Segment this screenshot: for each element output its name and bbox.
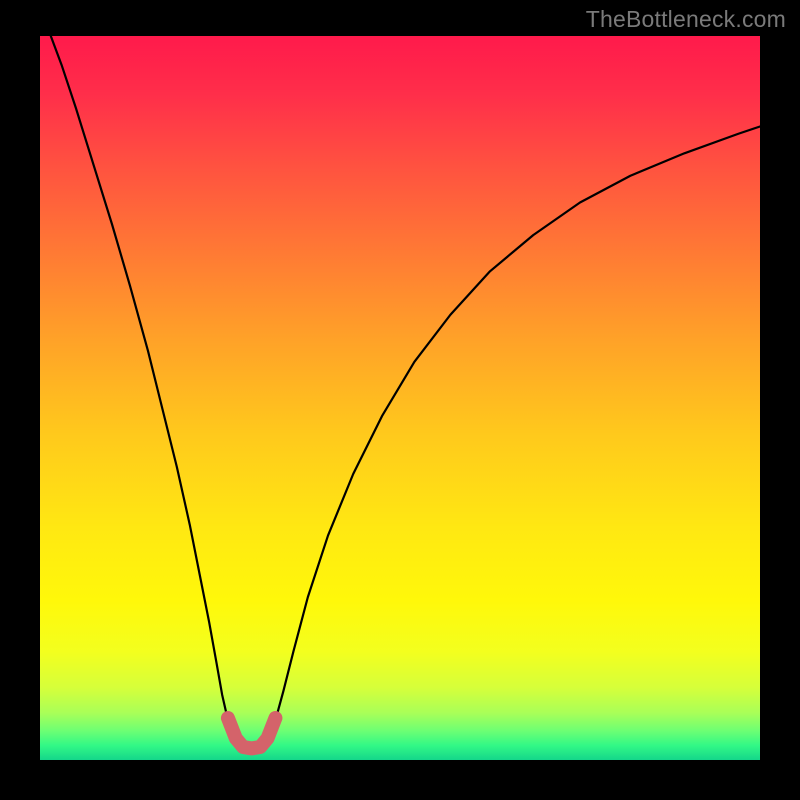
plot-area [40,36,760,760]
gradient-background [40,36,760,760]
chart-frame: TheBottleneck.com [0,0,800,800]
plot-svg [40,36,760,760]
watermark-text: TheBottleneck.com [586,6,786,33]
